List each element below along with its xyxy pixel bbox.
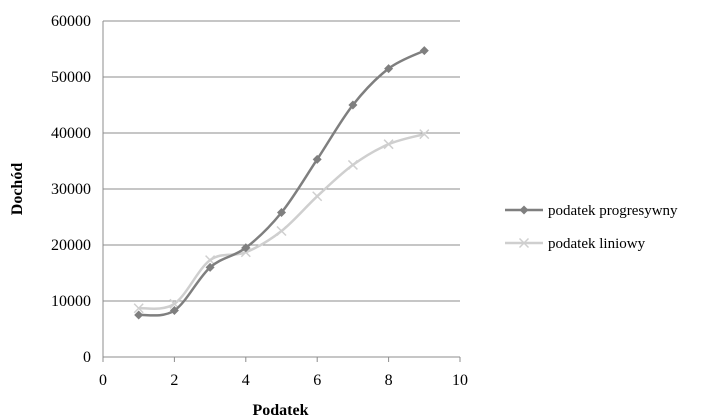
grid-lines — [103, 20, 460, 302]
data-point — [241, 243, 251, 253]
legend-label: podatek liniowy — [548, 236, 646, 252]
data-point — [348, 100, 358, 110]
data-point — [133, 303, 144, 314]
legend-marker — [518, 237, 530, 249]
data-point — [383, 139, 394, 150]
legend-label: podatek progresywny — [548, 203, 678, 219]
legend-item: podatek progresywny — [505, 203, 678, 219]
data-point — [276, 225, 287, 237]
data-point — [384, 64, 394, 74]
data-point — [205, 255, 216, 266]
y-tick-labels: 0 10000 20000 30000 40000 50000 60000 — [51, 13, 91, 366]
x-axis-title: Podatek — [253, 402, 309, 419]
y-tick-label: 60000 — [51, 13, 91, 30]
series-line — [138, 49, 425, 317]
data-point — [419, 129, 430, 140]
x-tick-labels: 0 2 4 6 8 10 — [99, 372, 468, 389]
y-tick-label: 20000 — [51, 237, 91, 254]
data-point — [169, 306, 179, 316]
series-progresywny — [134, 46, 429, 320]
y-axis-title: Dochód — [9, 163, 26, 216]
y-tick-label: 0 — [83, 349, 91, 366]
x-tick-label: 2 — [170, 372, 178, 389]
data-point — [205, 262, 215, 272]
x-tick-label: 6 — [313, 372, 321, 389]
x-tick-label: 4 — [242, 372, 250, 389]
x-tick-label: 8 — [385, 372, 393, 389]
data-point — [312, 154, 322, 164]
legend-item: podatek liniowy — [505, 236, 646, 252]
legend-marker — [519, 205, 529, 215]
y-tick-label: 50000 — [51, 69, 91, 86]
data-point — [347, 159, 358, 170]
series-group — [133, 46, 430, 320]
data-point — [277, 208, 286, 218]
x-tick-label: 10 — [452, 372, 468, 389]
y-tick-label: 10000 — [51, 293, 91, 310]
y-tick-label: 40000 — [51, 125, 91, 142]
series-liniowy — [133, 129, 430, 314]
legend: podatek progresywny podatek liniowy — [505, 203, 678, 252]
x-tick-label: 0 — [99, 372, 107, 389]
series-line — [138, 132, 425, 311]
data-point — [312, 191, 323, 202]
axes — [102, 21, 461, 362]
data-point — [134, 310, 144, 320]
data-point — [419, 46, 429, 56]
y-tick-label: 30000 — [51, 181, 91, 198]
